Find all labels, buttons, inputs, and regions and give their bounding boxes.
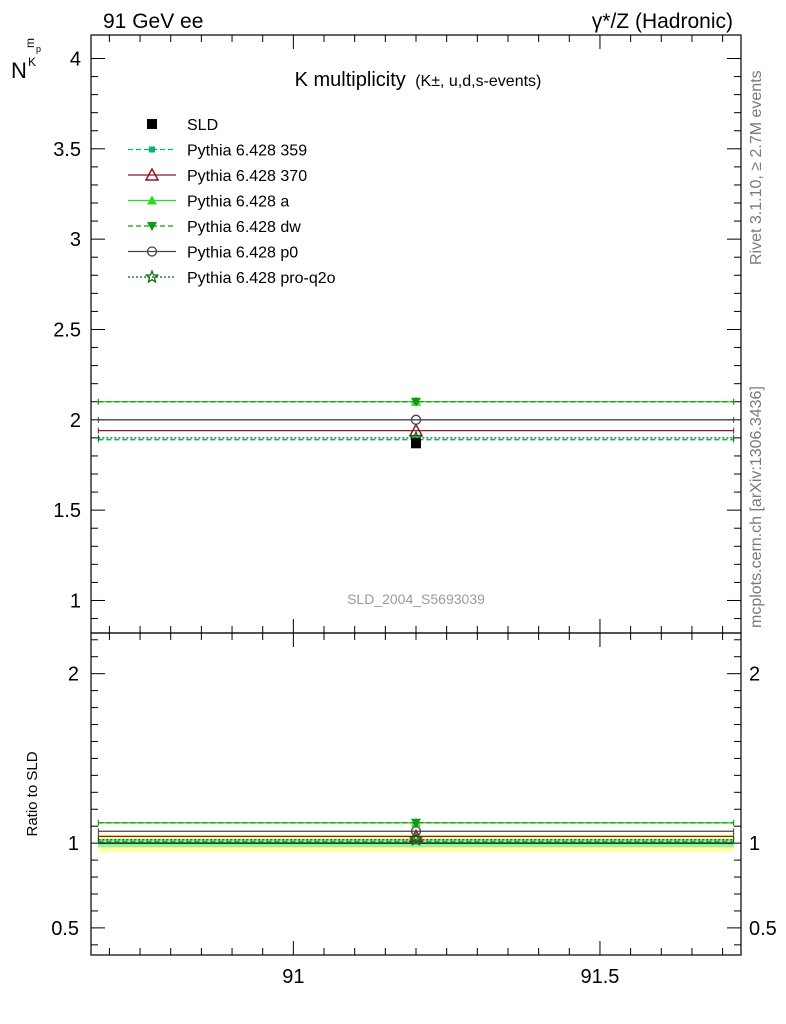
ratio-ytick-label-right: 0.5 (749, 918, 777, 940)
plot-title-sub: (K±, u,d,s-events) (415, 73, 541, 90)
ratio-series-3 (97, 818, 735, 828)
main-ylabel-n: N (11, 58, 27, 83)
ratio-xtick-label: 91 (282, 966, 304, 988)
ratio-series-4 (97, 826, 735, 837)
legend-marker (147, 119, 157, 129)
legend-marker (147, 222, 157, 231)
main-data-point (411, 438, 421, 449)
analysis-watermark: SLD_2004_S5693039 (347, 591, 485, 607)
legend-label: Pythia 6.428 dw (187, 219, 301, 236)
main-ytick-label: 3.5 (53, 139, 81, 161)
legend-marker (146, 246, 158, 257)
legend-label: Pythia 6.428 pro-q2o (187, 270, 336, 287)
plot-title-main: K multiplicity (295, 69, 406, 91)
plot-title: K multiplicity (K±, u,d,s-events) (295, 69, 542, 91)
legend-label: Pythia 6.428 p0 (187, 245, 298, 262)
legend-label: SLD (187, 117, 218, 134)
ratio-ytick-label: 1 (68, 833, 79, 855)
legend-entry-3: Pythia 6.428 dw (128, 219, 301, 236)
legend-marker (144, 167, 160, 181)
header-right: γ*/Z (Hadronic) (592, 10, 733, 33)
ratio-series-marker (410, 826, 422, 837)
ratio-series-5 (97, 832, 735, 846)
main-series-marker (410, 414, 422, 425)
main-series-marker (408, 423, 424, 437)
ratio-ytick-label: 2 (68, 664, 79, 686)
side-label-rivet: Rivet 3.1.10, ≥ 2.7M events (748, 70, 765, 265)
ratio-ytick-label-right: 1 (749, 833, 760, 855)
ratio-ylabel: Ratio to SLD (24, 751, 41, 836)
main-series-3 (97, 397, 735, 407)
main-ytick-label: 2.5 (53, 319, 81, 341)
main-ylabel-k: K (28, 55, 36, 69)
ratio-xtick-label: 91.5 (580, 966, 619, 988)
main-series-4 (97, 414, 735, 425)
legend: SLD Pythia 6.428 359 Pythia 6.428 370 Pythi… (128, 117, 336, 287)
main-series-marker (411, 397, 421, 407)
legend-entry-data: SLD (147, 117, 218, 134)
side-label-mcplots: mcplots.cern.ch [arXiv:1306.3436] (748, 386, 765, 628)
legend-label: Pythia 6.428 359 (187, 143, 307, 160)
main-ytick-label: 1 (70, 590, 81, 612)
legend-entry-1: Pythia 6.428 370 (128, 167, 307, 185)
ratio-series-marker (411, 818, 421, 828)
ratio-ytick-label: 0.5 (51, 918, 79, 940)
legend-entry-4: Pythia 6.428 p0 (128, 245, 298, 262)
main-ytick-label: 2 (70, 410, 81, 432)
legend-marker (149, 146, 155, 153)
ratio-plot-frame (90, 632, 742, 956)
main-ytick-label: 4 (70, 48, 81, 70)
legend-entry-5: Pythia 6.428 pro-q2o (128, 269, 336, 287)
main-series-1 (97, 423, 735, 437)
main-ytick-label: 1.5 (53, 500, 81, 522)
legend-label: Pythia 6.428 a (187, 194, 289, 211)
legend-entry-0: Pythia 6.428 359 (128, 143, 307, 160)
ratio-series-marker (408, 828, 424, 843)
main-ylabel-m: m (23, 38, 37, 48)
legend-marker (147, 195, 157, 205)
main-ylabel: N K p m (11, 38, 41, 83)
header-left: 91 GeV ee (103, 10, 203, 33)
main-ytick-label: 3 (70, 229, 81, 251)
ratio-ytick-label-right: 2 (749, 664, 760, 686)
ratio-series-marker (408, 832, 424, 846)
legend-label: Pythia 6.428 370 (187, 168, 307, 185)
main-ylabel-p: p (36, 44, 41, 54)
legend-marker (144, 269, 160, 284)
legend-entry-2: Pythia 6.428 a (128, 194, 289, 211)
